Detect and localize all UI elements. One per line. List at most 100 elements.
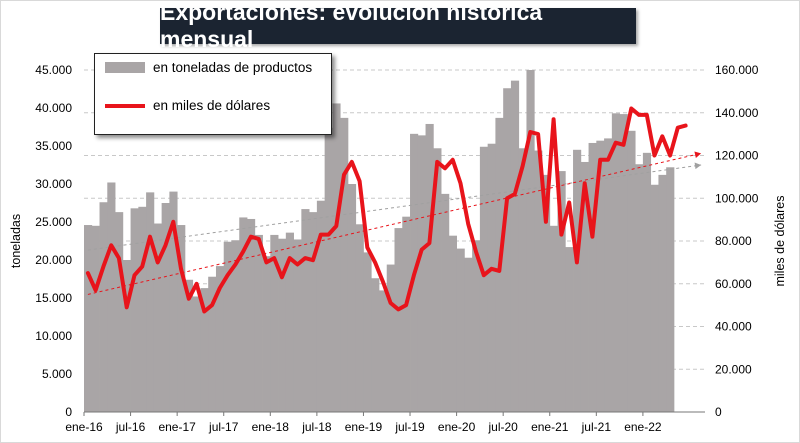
y-axis-left-title: toneladas (9, 214, 23, 268)
bar-month-35 (355, 224, 364, 412)
bar-month-48 (456, 248, 465, 412)
x-axis-ticks: ene-16 jul-16 ene-17 jul-17 ene-18 jul-18 ene-… (65, 412, 662, 434)
x-tick-label: ene-16 (65, 420, 103, 434)
bar-month-54 (503, 88, 512, 413)
chart-title: Exportaciones: evolución histórica mensu… (160, 0, 636, 52)
y-right-tick-label: 100.000 (715, 191, 759, 205)
bar-month-23 (262, 256, 271, 412)
legend-swatch-line (105, 103, 145, 108)
legend: en toneladas de productos en miles de dó… (94, 53, 332, 135)
bar-month-74 (658, 174, 667, 412)
bar-month-13 (184, 279, 194, 412)
bar-month-59 (541, 174, 551, 412)
y-left-tick-label: 40.000 (35, 101, 72, 115)
trendline-arrow-dollars (694, 151, 702, 159)
bar-month-49 (464, 257, 473, 412)
y-right-tick-label: 80.000 (715, 234, 752, 248)
bar-month-38 (378, 290, 388, 412)
x-tick-label: ene-22 (624, 420, 662, 434)
bar-month-26 (285, 232, 294, 412)
bar-month-64 (580, 161, 589, 412)
x-tick-label: jul-19 (394, 420, 425, 434)
x-tick-label: ene-18 (252, 420, 290, 434)
bar-month-22 (254, 234, 263, 412)
y-right-tick-label: 140.000 (715, 106, 759, 120)
bar-month-61 (557, 171, 566, 412)
bar-month-36 (363, 252, 372, 412)
bar-month-29 (309, 212, 318, 412)
bar-month-24 (270, 234, 279, 412)
bar-month-12 (177, 225, 186, 412)
bar-month-28 (301, 209, 310, 412)
legend-swatch-bars (105, 62, 145, 73)
bar-month-15 (200, 288, 209, 412)
bar-month-56 (518, 148, 527, 412)
bar-month-62 (565, 247, 574, 412)
y-axis-right-ticks: 0 20.000 40.000 60.000 80.000 100.000 120.000 1… (715, 63, 759, 419)
bar-month-75 (666, 167, 675, 412)
legend-item-bars: en toneladas de productos (105, 60, 312, 75)
dollar-line (85, 106, 688, 314)
x-tick-label: ene-20 (438, 420, 476, 434)
bar-month-5 (122, 260, 131, 412)
bar-month-2 (99, 202, 108, 412)
bar-month-11 (169, 191, 178, 412)
y-axis-right-title: miles de dólares (773, 195, 787, 286)
bar-month-71 (635, 164, 644, 412)
bar-month-66 (596, 140, 605, 412)
bar-month-1 (91, 225, 100, 412)
y-right-tick-label: 40.000 (715, 320, 752, 334)
bar-month-52 (487, 143, 496, 412)
bar-month-55 (510, 80, 520, 412)
bar-month-44 (425, 123, 434, 413)
bar-month-21 (247, 218, 256, 412)
bar-month-34 (347, 184, 357, 412)
legend-label-bars: en toneladas de productos (153, 60, 313, 75)
y-left-tick-label: 45.000 (35, 63, 72, 77)
y-right-tick-label: 20.000 (715, 362, 752, 376)
bar-month-45 (433, 148, 442, 412)
dollar-series-line (85, 106, 688, 314)
bar-month-6 (130, 208, 139, 412)
bar-month-68 (611, 113, 621, 412)
bar-month-4 (115, 212, 124, 412)
bar-month-43 (417, 135, 426, 413)
y-right-tick-label: 160.000 (715, 63, 759, 77)
bar-month-46 (441, 193, 450, 412)
bar-month-40 (394, 228, 403, 412)
bar-month-58 (534, 150, 543, 412)
bar-month-67 (604, 138, 613, 412)
legend-item-line: en miles de dólares (105, 98, 270, 113)
bar-month-47 (448, 235, 457, 412)
bar-month-60 (549, 225, 558, 412)
y-right-tick-label: 0 (715, 405, 722, 419)
bar-month-0 (84, 225, 93, 412)
bar-month-72 (642, 152, 652, 412)
bar-month-50 (472, 240, 481, 412)
bar-month-73 (650, 184, 659, 412)
y-left-tick-label: 20.000 (35, 253, 72, 267)
bar-month-19 (231, 240, 240, 412)
y-left-tick-label: 15.000 (35, 291, 72, 305)
y-left-tick-label: 10.000 (35, 329, 72, 343)
bar-month-32 (332, 103, 341, 412)
bar-month-7 (138, 206, 147, 412)
x-tick-label: jul-17 (208, 420, 239, 434)
bar-month-69 (619, 114, 628, 412)
x-tick-label: jul-20 (487, 420, 518, 434)
bar-month-65 (588, 142, 597, 412)
bar-month-14 (192, 296, 201, 412)
trendline-arrow-tonnage (694, 162, 702, 170)
x-tick-label: ene-21 (531, 420, 569, 434)
y-left-tick-label: 5.000 (42, 367, 72, 381)
bar-month-9 (153, 223, 163, 412)
bar-month-37 (371, 278, 380, 412)
bar-month-8 (146, 192, 155, 412)
trendline-tonnage (87, 164, 702, 251)
x-tick-label: jul-18 (301, 420, 332, 434)
y-left-tick-label: 30.000 (35, 177, 72, 191)
bar-month-31 (324, 127, 333, 412)
y-axis-left-ticks: 0 5.000 10.000 15.000 20.000 25.000 30.000 35.0… (35, 63, 72, 419)
bar-month-3 (107, 182, 116, 412)
